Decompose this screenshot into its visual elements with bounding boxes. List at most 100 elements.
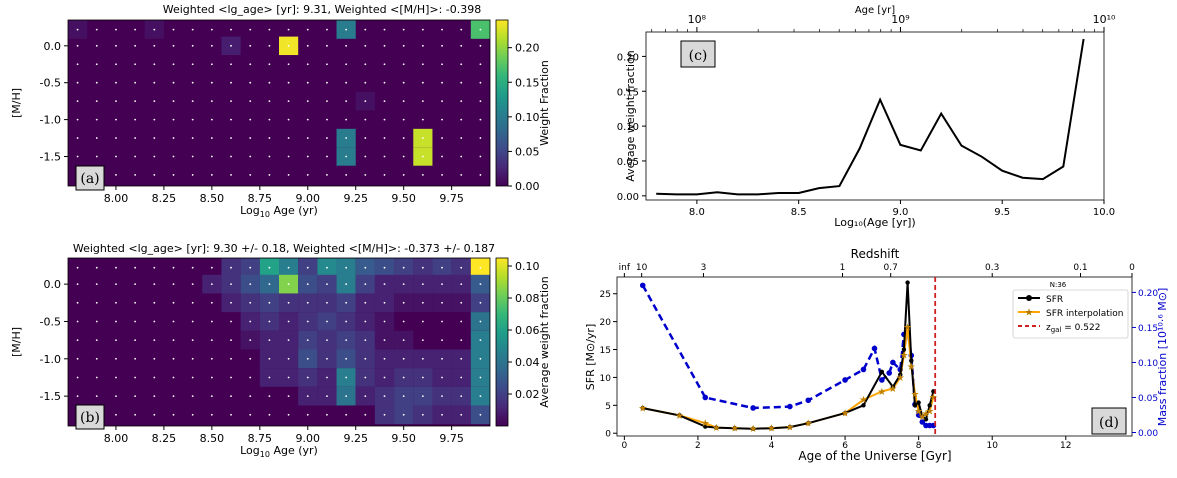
grid-dot [326, 395, 328, 398]
panel-a-colorbar-label: Weight Fraction [538, 60, 551, 146]
grid-dot [364, 266, 367, 269]
grid-dot [479, 118, 482, 121]
grid-dot [153, 81, 156, 84]
grid-dot [402, 376, 405, 379]
x-tick-label: 9.5 [994, 207, 1010, 218]
sfr-interpolation-star: ★ [896, 373, 905, 384]
panel-d-tag: (d) [1099, 415, 1119, 431]
grid-dot [95, 339, 98, 342]
grid-dot [76, 137, 79, 139]
y-tick-label: 20 [600, 318, 612, 328]
grid-dot [345, 174, 348, 176]
grid-dot [326, 174, 328, 176]
grid-dot [230, 174, 232, 176]
grid-dot [383, 357, 386, 360]
grid-dot [287, 413, 290, 416]
grid-dot [134, 357, 137, 360]
grid-dot [421, 266, 424, 269]
sfr-interpolation-star: ★ [841, 409, 850, 420]
grid-dot [306, 28, 309, 31]
grid-dot [268, 155, 271, 158]
grid-dot [191, 320, 194, 323]
grid-dot [191, 63, 194, 66]
panel-c-top-ticks: 10⁸ 10⁹ 10¹⁰ [651, 13, 1116, 32]
grid-dot [76, 63, 79, 66]
grid-dot [306, 266, 309, 269]
grid-dot [421, 357, 424, 360]
top-tick-label: 0.3 [985, 263, 999, 273]
grid-dot [345, 118, 348, 121]
grid-dot [479, 137, 482, 139]
grid-dot [479, 357, 482, 360]
grid-dot [441, 118, 443, 121]
x-tick-label: 9.75 [439, 432, 464, 445]
grid-dot [383, 118, 386, 121]
grid-dot [326, 28, 328, 31]
grid-dot [153, 266, 156, 269]
grid-dot [95, 137, 98, 139]
top-tick-label: inf [619, 263, 631, 273]
grid-dot [364, 174, 367, 176]
grid-dot [421, 155, 424, 158]
sfr-interpolation-star: ★ [749, 424, 758, 435]
grid-dot [287, 100, 290, 103]
grid-dot [402, 301, 405, 304]
grid-dot [76, 283, 79, 286]
grid-dot [115, 320, 117, 323]
y-tick-label: -1.5 [40, 390, 61, 403]
panel-c-top-label: Age [yr] [855, 5, 895, 16]
grid-dot [191, 81, 194, 84]
panel-b-heatmap: Weighted <lg_age> [yr]: 9.30 +/- 0.18, W… [10, 242, 551, 459]
grid-dot [268, 395, 271, 398]
x-tick-label: 8.00 [104, 192, 129, 205]
grid-dot [383, 63, 386, 66]
sfr-point [714, 425, 719, 430]
right-y-tick-label: 0.05 [1138, 394, 1158, 404]
grid-dot [479, 155, 482, 158]
grid-dot [115, 174, 117, 176]
grid-dot [249, 81, 252, 84]
grid-dot [153, 63, 156, 66]
x-tick-label: 8.0 [689, 207, 705, 218]
grid-dot [134, 137, 137, 139]
grid-dot [460, 137, 463, 139]
grid-dot [95, 320, 98, 323]
sfr-point [787, 424, 793, 430]
grid-dot [287, 118, 290, 121]
grid-dot [460, 357, 463, 360]
grid-dot [306, 44, 309, 47]
grid-dot [191, 339, 194, 342]
grid-dot [230, 283, 232, 286]
x-tick-label: 9.00 [296, 432, 321, 445]
grid-dot [153, 174, 156, 176]
sfr-interpolation-star: ★ [899, 351, 908, 362]
grid-dot [287, 63, 290, 66]
grid-dot [441, 413, 443, 416]
sfr-interpolation-star: ★ [903, 323, 912, 334]
grid-dot [76, 339, 79, 342]
grid-dot [210, 28, 213, 31]
grid-dot [460, 266, 463, 269]
grid-dot [153, 357, 156, 360]
grid-dot [172, 395, 175, 398]
grid-dot [402, 81, 405, 84]
grid-dot [326, 118, 328, 121]
grid-dot [172, 283, 175, 286]
grid-dot [326, 44, 328, 47]
x-tick-label: 4 [769, 441, 775, 451]
grid-dot [402, 44, 405, 47]
grid-dot [191, 44, 194, 47]
panel-a-ylabel: [M/H] [10, 88, 23, 118]
grid-dot [421, 81, 424, 84]
grid-dot [383, 155, 386, 158]
x-tick-label: 9.0 [892, 207, 908, 218]
grid-dot [115, 266, 117, 269]
colorbar-tick-label: 0.10 [515, 111, 540, 124]
grid-dot [364, 63, 367, 66]
grid-dot [268, 283, 271, 286]
grid-dot [441, 301, 443, 304]
sfr-point [879, 369, 885, 375]
svg-text:★: ★ [1025, 308, 1034, 319]
top-tick-label: 0.1 [1073, 263, 1087, 273]
grid-dot [287, 266, 290, 269]
